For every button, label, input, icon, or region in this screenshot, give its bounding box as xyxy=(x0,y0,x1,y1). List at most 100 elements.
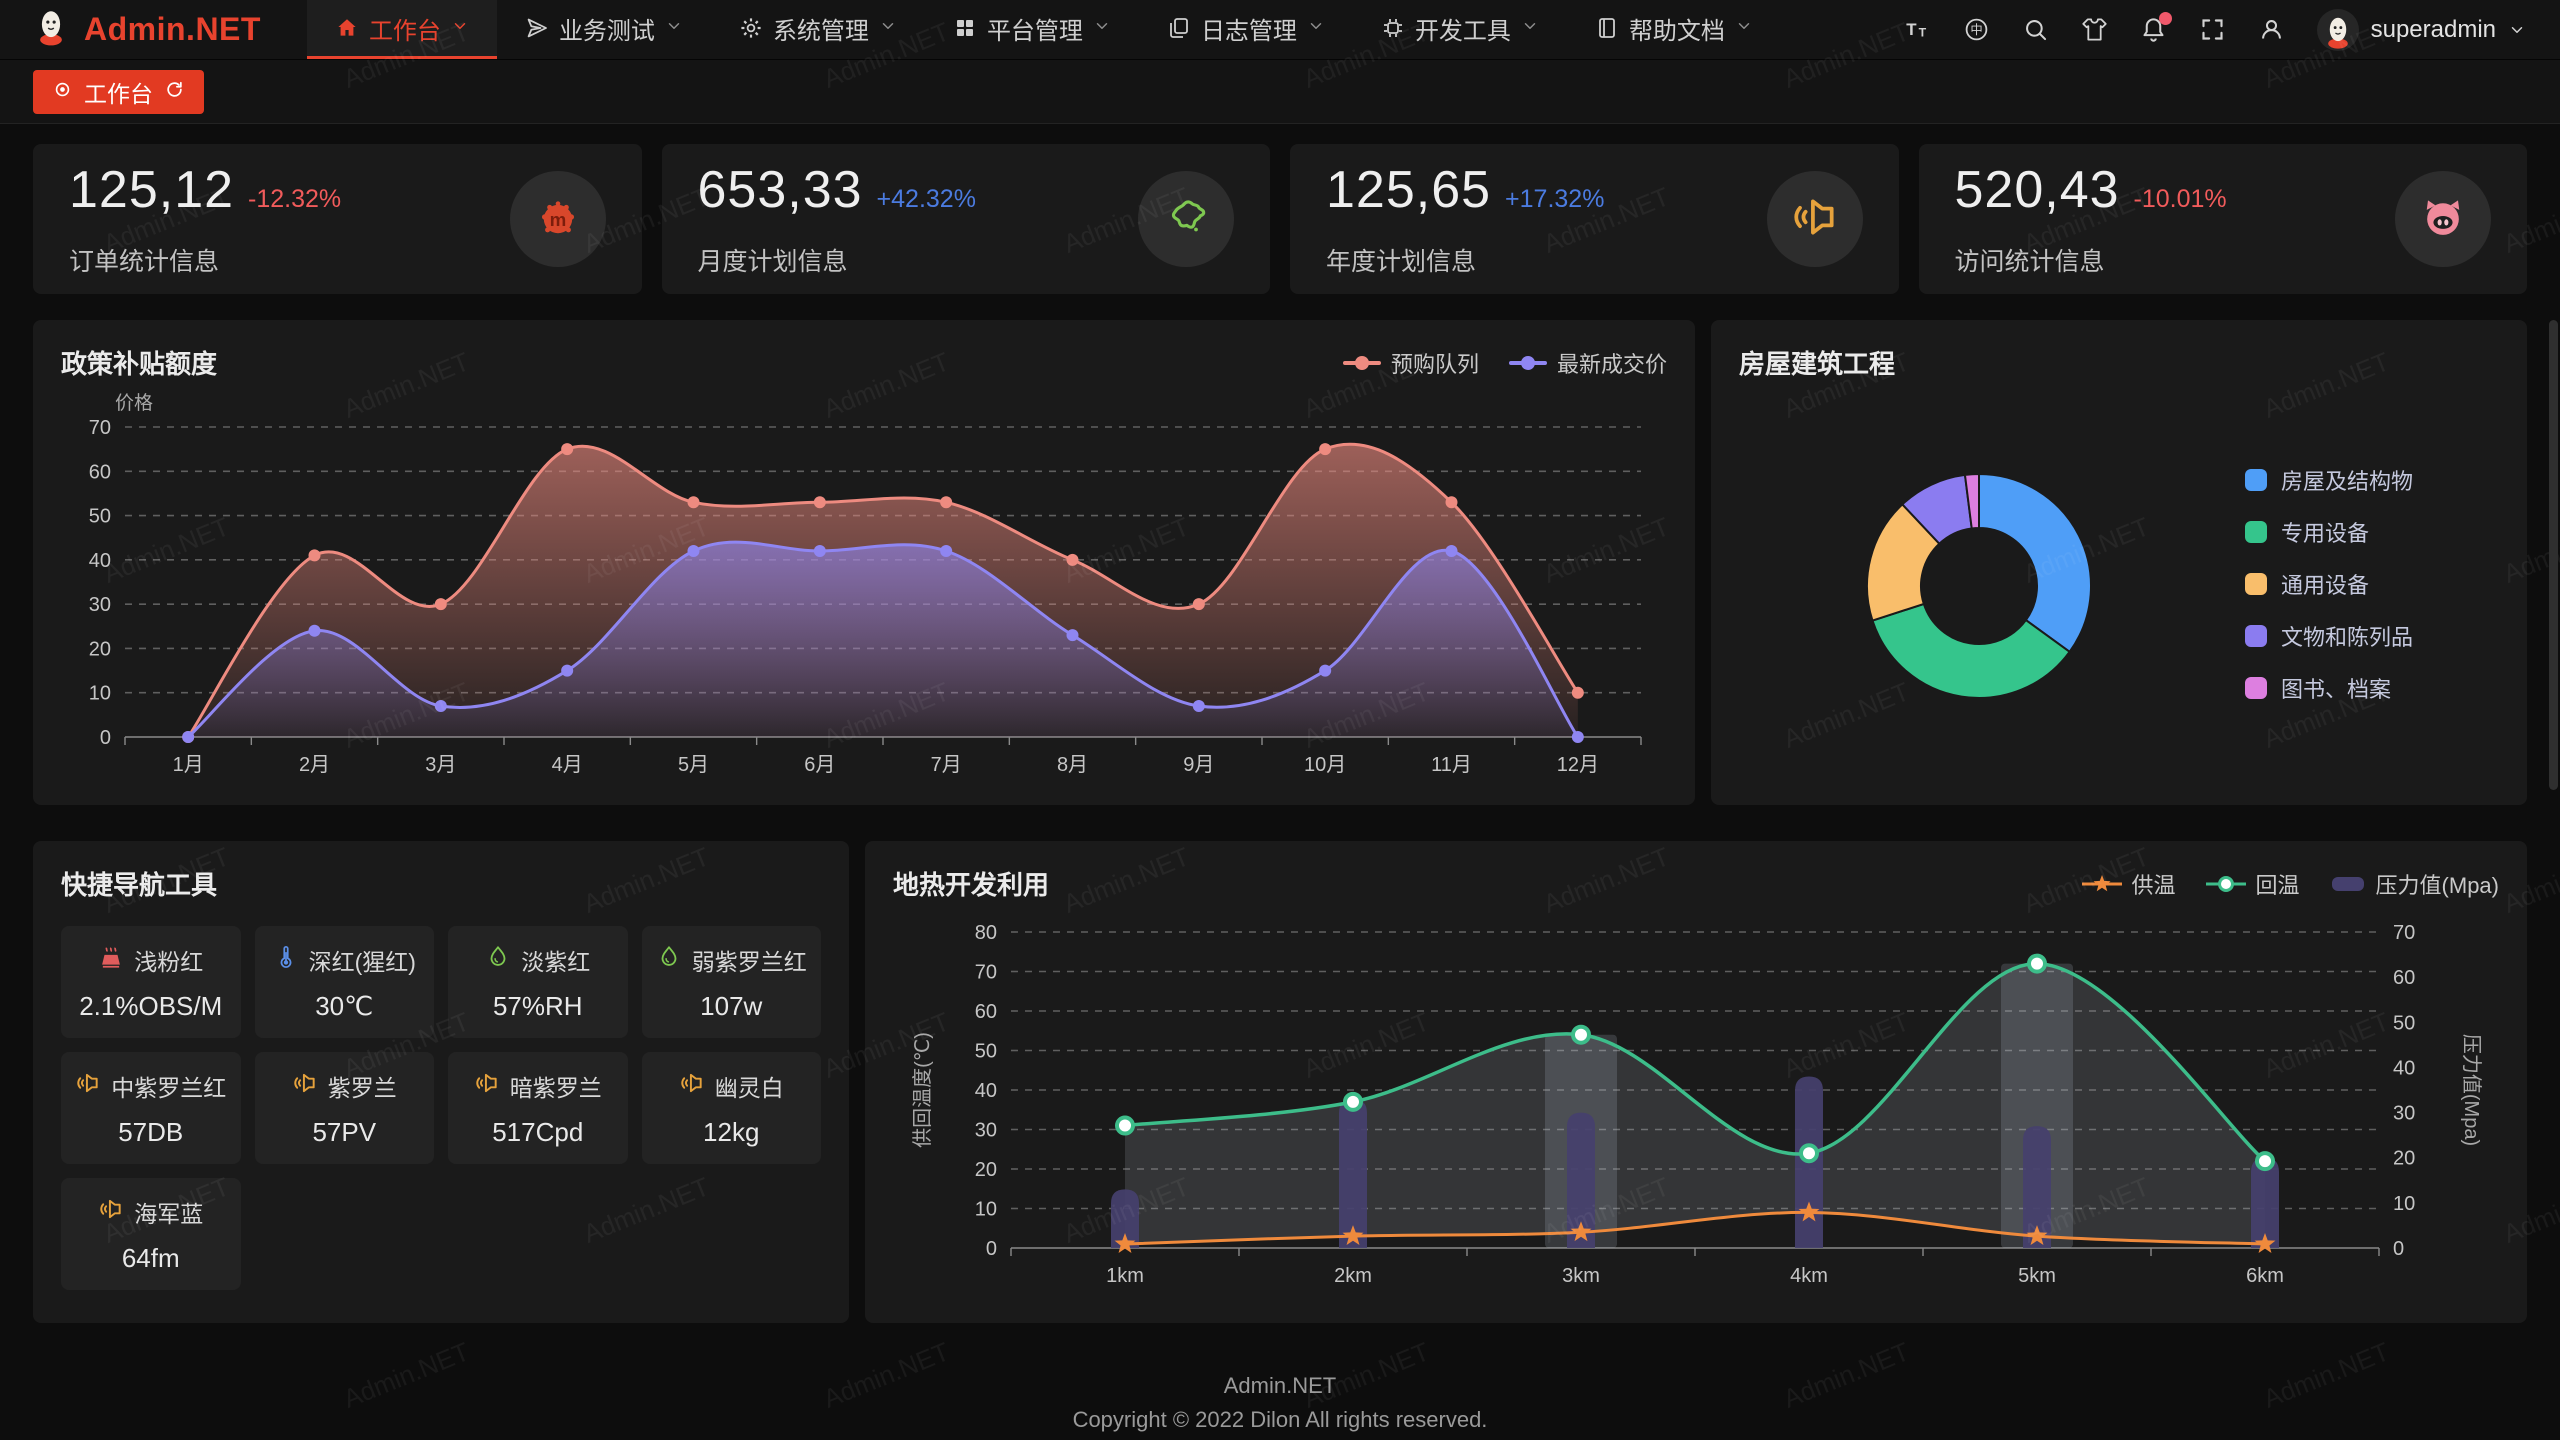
tool-bell-icon[interactable] xyxy=(2140,12,2172,43)
speaker-icon xyxy=(77,1073,98,1092)
svg-text:4月: 4月 xyxy=(552,754,583,776)
legend-专用设备[interactable]: 专用设备 xyxy=(2245,516,2413,548)
svg-text:m: m xyxy=(549,208,566,229)
geothermal-chart-legend: 供温 回温 压力值(Mpa) xyxy=(2081,868,2499,900)
refresh-icon[interactable] xyxy=(165,80,184,99)
stat-card-0: 125,12 -12.32% 订单统计信息 m xyxy=(33,144,642,294)
svg-text:3月: 3月 xyxy=(425,754,456,776)
legend-预购队列[interactable]: 预购队列 xyxy=(1342,347,1479,379)
username: superadmin xyxy=(2370,15,2496,43)
nav-item-6[interactable]: 帮助文档 xyxy=(1567,0,1781,59)
brand-logo[interactable]: Admin.NET xyxy=(0,0,307,59)
quick-nav-4[interactable]: 中紫罗兰红 57DB xyxy=(61,1052,241,1164)
tab-workbench[interactable]: 工作台 xyxy=(33,69,204,114)
quick-nav-0[interactable]: 浅粉红 2.1%OBS/M xyxy=(61,926,241,1038)
stat-value: 125,65 xyxy=(1326,161,1492,219)
geothermal-mixed-chart[interactable]: 0 10 20 30 40 50 60 70 80 0 10 20 30 40 50 60 70 供回温度(℃) 压… xyxy=(893,902,2499,1297)
legend-通用设备[interactable]: 通用设备 xyxy=(2245,568,2413,600)
stat-card-3: 520,43 -10.01% 访问统计信息 xyxy=(1918,144,2527,294)
legend-压力值(Mpa)[interactable]: 压力值(Mpa) xyxy=(2330,868,2499,900)
quick-nav-7[interactable]: 幽灵白 12kg xyxy=(641,1052,821,1164)
subsidy-area-chart[interactable]: 0 10 20 30 40 50 60 70 价格 1月 2月 3月 4月 5月 6月 7月 8月 9月 10月 11… xyxy=(61,381,1667,788)
quick-nav-value: 2.1%OBS/M xyxy=(79,990,223,1021)
stat-value: 125,12 xyxy=(69,161,235,219)
svg-text:1km: 1km xyxy=(1106,1265,1144,1287)
water-drop-icon xyxy=(490,945,506,966)
svg-text:9月: 9月 xyxy=(1183,754,1214,776)
svg-text:30: 30 xyxy=(2393,1103,2415,1125)
footer-copyright: Copyright © 2022 Dilon All rights reserv… xyxy=(1072,1407,1488,1432)
svg-text:30: 30 xyxy=(975,1120,997,1142)
nav-item-4[interactable]: 日志管理 xyxy=(1139,0,1353,59)
building-chart-legend: 房屋及结构物 专用设备通用设备文物和陈列品 图书、档案 xyxy=(2245,464,2413,704)
quick-nav-label: 深红(猩红) xyxy=(308,948,416,975)
svg-text:T: T xyxy=(1918,25,1926,39)
nav-item-5[interactable]: 开发工具 xyxy=(1353,0,1567,59)
legend-房屋及结构物[interactable]: 房屋及结构物 xyxy=(2245,464,2413,496)
gear-icon xyxy=(741,18,761,38)
quick-nav-1[interactable]: 深红(猩红) 30℃ xyxy=(254,926,434,1038)
chevron-down-icon xyxy=(1310,23,1322,29)
stat-label: 月度计划信息 xyxy=(697,248,848,276)
tool-theme-icon[interactable] xyxy=(2081,16,2108,43)
search-icon xyxy=(2025,20,2046,41)
legend-图书、档案[interactable]: 图书、档案 xyxy=(2245,672,2413,704)
geothermal-chart-title: 地热开发利用 xyxy=(893,870,1050,900)
svg-text:10月: 10月 xyxy=(1304,754,1346,776)
svg-text:0: 0 xyxy=(2393,1238,2404,1260)
nav-item-3[interactable]: 平台管理 xyxy=(925,0,1139,59)
svg-text:80: 80 xyxy=(975,922,997,944)
notification-badge xyxy=(2158,12,2172,25)
stat-delta: +17.32% xyxy=(1505,185,1605,213)
quick-nav-label: 紫罗兰 xyxy=(327,1074,397,1101)
tool-fullscreen-icon[interactable] xyxy=(2199,16,2226,43)
stat-label: 年度计划信息 xyxy=(1326,248,1477,276)
svg-text:60: 60 xyxy=(2393,967,2415,989)
user-avatar xyxy=(2316,8,2359,51)
nav-item-label: 日志管理 xyxy=(1200,17,1297,45)
stat-label: 订单统计信息 xyxy=(69,248,220,276)
bell-icon xyxy=(2143,18,2164,42)
quick-nav-label: 淡紫红 xyxy=(521,948,591,975)
quick-nav-value: 12kg xyxy=(703,1116,760,1147)
svg-text:T: T xyxy=(1906,20,1917,39)
legend-文物和陈列品[interactable]: 文物和陈列品 xyxy=(2245,620,2413,652)
subsidy-chart-legend: 预购队列 最新成交价 xyxy=(1342,347,1667,379)
tab-label: 工作台 xyxy=(84,80,153,107)
quick-nav-3[interactable]: 弱紫罗兰红 107w xyxy=(641,926,821,1038)
quick-nav-6[interactable]: 暗紫罗兰 517Cpd xyxy=(448,1052,628,1164)
legend-供温[interactable]: 供温 xyxy=(2081,868,2176,900)
refresh-icon[interactable] xyxy=(165,78,184,105)
building-donut-chart[interactable] xyxy=(1739,381,2209,786)
tool-user-icon[interactable] xyxy=(2258,16,2285,43)
chevron-down-icon xyxy=(2511,26,2523,33)
quick-nav-value: 517Cpd xyxy=(492,1116,584,1147)
subsidy-chart-card: 政策补贴额度 预购队列 最新成交价 0 10 20 30 40 50 60 70 价格 1月 2月 3月… xyxy=(33,320,1695,805)
quick-nav-5[interactable]: 紫罗兰 57PV xyxy=(254,1052,434,1164)
quick-nav-2[interactable]: 淡紫红 57%RH xyxy=(448,926,628,1038)
stat-delta: -12.32% xyxy=(248,185,342,213)
svg-text:6月: 6月 xyxy=(804,754,835,776)
legend-回温[interactable]: 回温 xyxy=(2205,868,2300,900)
tool-language-icon[interactable]: 中 xyxy=(1963,16,1990,43)
nav-item-label: 帮助文档 xyxy=(1628,17,1725,45)
svg-text:50: 50 xyxy=(89,506,111,528)
chevron-down-icon xyxy=(1096,23,1108,29)
thermometer-icon xyxy=(280,945,291,968)
user-menu[interactable]: superadmin xyxy=(2316,8,2526,51)
svg-text:0: 0 xyxy=(100,727,111,749)
quick-nav-label: 中紫罗兰红 xyxy=(111,1074,227,1101)
nav-item-1[interactable]: 业务测试 xyxy=(497,0,711,59)
stat-card-2: 125,65 +17.32% 年度计划信息 xyxy=(1290,144,1899,294)
quick-nav-8[interactable]: 海军蓝 64fm xyxy=(61,1178,241,1290)
chevron-down-icon xyxy=(882,23,894,29)
stat-icon-circle xyxy=(2395,171,2491,267)
tool-search-icon[interactable] xyxy=(2022,16,2049,43)
legend-最新成交价[interactable]: 最新成交价 xyxy=(1508,347,1667,379)
page-scrollbar[interactable] xyxy=(2549,320,2558,790)
nav-item-0[interactable]: 工作台 xyxy=(306,0,497,59)
mascot-logo-icon xyxy=(30,6,72,53)
nav-item-2[interactable]: 系统管理 xyxy=(711,0,925,59)
